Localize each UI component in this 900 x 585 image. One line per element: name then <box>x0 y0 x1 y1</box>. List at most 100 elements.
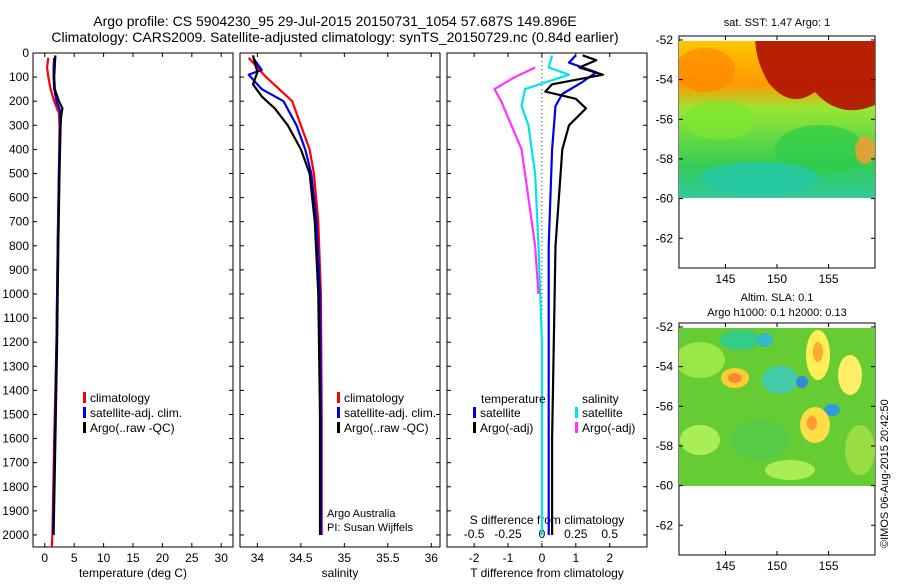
map-lat-tick-label: -60 <box>656 192 674 206</box>
map-lat-tick-label: -52 <box>656 33 674 47</box>
legend-label: Argo(..raw -QC) <box>344 421 429 435</box>
depth-tick-label: 500 <box>9 166 29 180</box>
legend-swatch <box>337 422 340 433</box>
x2-axis-label: S difference from climatology <box>470 513 625 527</box>
x-tick-label: -1 <box>503 551 514 565</box>
map-lon-tick-label: 145 <box>715 272 735 286</box>
map-lon-tick-label: 155 <box>819 272 839 286</box>
depth-tick-label: 700 <box>9 215 29 229</box>
legend-swatch <box>83 422 86 433</box>
sla-heatmap <box>679 328 875 486</box>
x-tick-label: 0 <box>41 551 48 565</box>
x-tick-label: 2 <box>606 551 613 565</box>
x2-tick-label: 0.5 <box>601 527 618 541</box>
x2-tick-label: 0.25 <box>564 527 588 541</box>
legend-label: climatology <box>344 391 404 405</box>
legend-swatch <box>575 407 578 418</box>
legend-swatch <box>337 392 340 403</box>
x-tick-label: 10 <box>97 551 111 565</box>
map-lat-tick-label: -54 <box>656 360 674 374</box>
sla-map-subtitle: Argo h1000: 0.1 h2000: 0.13 <box>707 307 846 319</box>
sla-map-title: Altim. SLA: 0.1 <box>741 292 814 304</box>
map-lat-tick-label: -58 <box>656 439 674 453</box>
x-tick-label: 36 <box>425 551 439 565</box>
map-lat-tick-label: -62 <box>656 231 674 245</box>
x-tick-label: 20 <box>156 551 170 565</box>
depth-tick-label: 100 <box>9 70 29 84</box>
legend-label: Argo(..raw -QC) <box>90 421 175 435</box>
legend-swatch <box>83 407 86 418</box>
map-lat-tick-label: -56 <box>656 112 674 126</box>
legend-label: climatology <box>90 391 150 405</box>
legend-label: satellite-adj. clim. <box>90 406 182 420</box>
series-line-temperature-argo-adj- <box>544 54 604 535</box>
depth-tick-label: 1500 <box>2 407 29 421</box>
x2-tick-label: -0.5 <box>464 527 485 541</box>
x-tick-label: 34 <box>251 551 265 565</box>
map-lat-tick-label: -60 <box>656 479 674 493</box>
depth-tick-label: 0 <box>22 46 29 60</box>
map-lon-tick-label: 150 <box>767 272 787 286</box>
x-tick-label: 25 <box>185 551 199 565</box>
legend-swatch <box>575 422 578 433</box>
series-line-argo-raw-qc- <box>52 55 64 536</box>
depth-tick-label: 200 <box>9 94 29 108</box>
series-line-satellite-adj-clim- <box>247 57 322 535</box>
series-line-argo-raw-qc- <box>251 55 322 535</box>
x-tick-label: 35.5 <box>376 551 400 565</box>
series-line-salinity-argo-adj- <box>493 66 540 295</box>
x2-tick-label: -0.25 <box>494 527 522 541</box>
depth-tick-label: 1100 <box>3 311 29 325</box>
legend-header-salinity: salinity <box>582 392 619 406</box>
x-tick-label: 15 <box>126 551 140 565</box>
depth-tick-label: 900 <box>9 263 29 277</box>
legend-label: Argo(-adj) <box>480 421 533 435</box>
credit-pi: PI: Susan Wijffels <box>327 522 413 534</box>
x-axis-label: temperature (deg C) <box>79 566 187 580</box>
legend-swatch <box>473 422 476 433</box>
legend-label: satellite-adj. clim. <box>344 406 436 420</box>
map-lon-tick-label: 145 <box>715 559 735 573</box>
depth-tick-label: 600 <box>9 191 29 205</box>
map-lon-tick-label: 150 <box>767 559 787 573</box>
x-tick-label: 0 <box>539 551 546 565</box>
depth-tick-label: 1000 <box>2 287 29 301</box>
depth-tick-label: 1700 <box>2 456 29 470</box>
sst-map-title: sat. SST: 1.47 Argo: 1 <box>724 17 830 29</box>
series-line-salinity-satellite <box>520 55 571 535</box>
series-line-climatology <box>247 57 323 535</box>
map-lon-tick-label: 155 <box>819 559 839 573</box>
x-axis-label: T difference from climatology <box>470 566 624 580</box>
legend-header-temperature: temperature <box>481 392 546 406</box>
temperature-plot-frame <box>32 52 234 548</box>
depth-tick-label: 800 <box>9 239 29 253</box>
depth-tick-label: 1400 <box>2 383 29 397</box>
timestamp-stamp: ©IMOS 06-Aug-2015 20:42:50 <box>879 399 891 548</box>
legend-swatch <box>337 407 340 418</box>
x-tick-label: -2 <box>469 551 480 565</box>
map-lat-tick-label: -62 <box>656 518 674 532</box>
depth-tick-label: 1300 <box>2 359 29 373</box>
map-lat-tick-label: -58 <box>656 152 674 166</box>
depth-tick-label: 1800 <box>2 480 29 494</box>
depth-tick-label: 2000 <box>2 528 29 542</box>
header-line2: Climatology: CARS2009. Satellite-adjuste… <box>51 29 618 45</box>
header-line1: Argo profile: CS 5904230_95 29-Jul-2015 … <box>93 13 576 29</box>
legend-label: Argo(-adj) <box>582 421 635 435</box>
depth-tick-label: 400 <box>9 142 29 156</box>
salinity-plot-frame <box>239 52 441 548</box>
map-lat-tick-label: -54 <box>656 73 674 87</box>
difference-plot-frame <box>446 52 648 548</box>
depth-tick-label: 1900 <box>2 504 29 518</box>
map-lat-tick-label: -56 <box>656 399 674 413</box>
map-lat-tick-label: -52 <box>656 320 674 334</box>
x-tick-label: 30 <box>215 551 229 565</box>
depth-tick-label: 300 <box>9 118 29 132</box>
x-tick-label: 1 <box>572 551 579 565</box>
legend-label: satellite <box>480 406 521 420</box>
depth-tick-label: 1200 <box>2 335 29 349</box>
x-tick-label: 34.5 <box>289 551 313 565</box>
legend-swatch <box>83 392 86 403</box>
credit-agency: Argo Australia <box>327 508 396 520</box>
